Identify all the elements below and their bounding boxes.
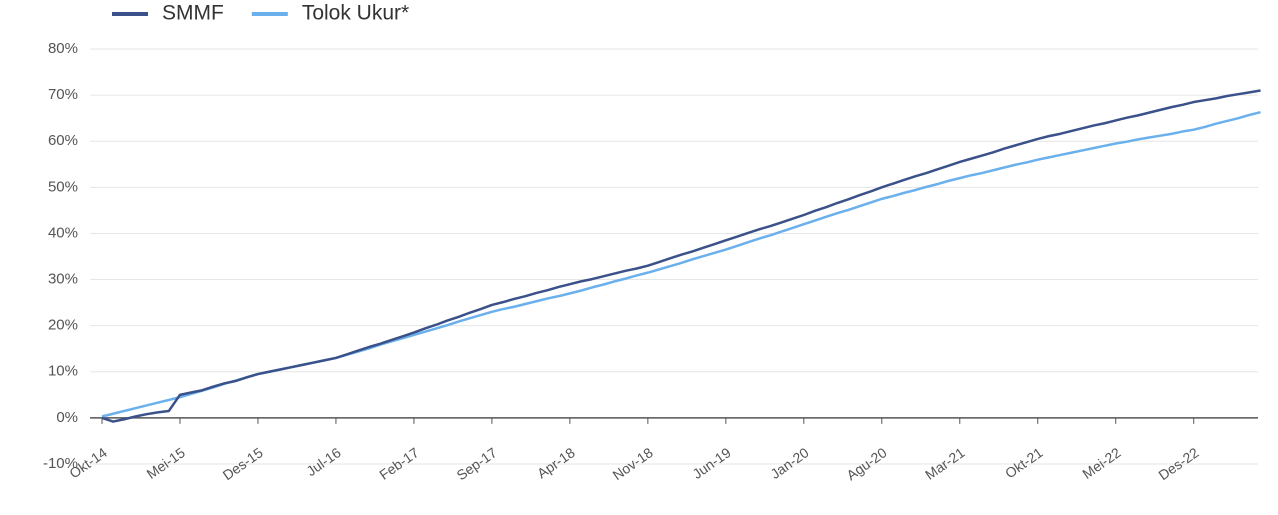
series-line bbox=[101, 89, 1261, 423]
y-tick-label: -10% bbox=[43, 455, 78, 472]
y-tick-label: 30% bbox=[48, 271, 78, 288]
x-tick-label: Okt-21 bbox=[1002, 444, 1046, 481]
x-tick-label: Jan-20 bbox=[767, 444, 811, 482]
y-tick-label: 40% bbox=[48, 224, 78, 241]
x-tick-label: Jun-19 bbox=[689, 444, 733, 482]
y-tick-label: 20% bbox=[48, 317, 78, 334]
x-tick-label: Mei-15 bbox=[144, 444, 188, 482]
x-tick-label: Mei-22 bbox=[1079, 444, 1123, 482]
legend-label: Tolok Ukur* bbox=[302, 2, 409, 25]
x-tick-label: Jul-16 bbox=[303, 444, 344, 479]
y-tick-label: 50% bbox=[48, 178, 78, 195]
y-tick-label: 60% bbox=[48, 132, 78, 149]
legend-label: SMMF bbox=[162, 2, 224, 25]
y-tick-label: 80% bbox=[48, 40, 78, 57]
y-tick-label: 10% bbox=[48, 363, 78, 380]
x-tick-label: Mar-21 bbox=[922, 444, 968, 483]
x-tick-label: Feb-17 bbox=[376, 444, 422, 483]
x-tick-label: Okt-14 bbox=[66, 444, 110, 481]
y-tick-label: 0% bbox=[56, 409, 78, 426]
x-tick-label: Apr-18 bbox=[534, 444, 578, 481]
y-tick-label: 70% bbox=[48, 86, 78, 103]
